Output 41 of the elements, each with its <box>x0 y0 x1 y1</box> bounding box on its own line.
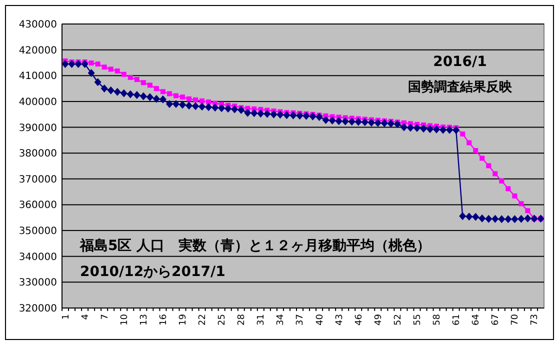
x-tick-label: 19 <box>178 314 188 326</box>
y-tick-label: 370000 <box>18 174 57 186</box>
x-tick-label: 34 <box>276 314 286 326</box>
y-tick-label: 380000 <box>18 148 57 160</box>
y-tick-label: 320000 <box>18 304 57 314</box>
x-tick-label: 64 <box>472 314 482 326</box>
annotation: 2010/12から2017/1 <box>80 264 226 280</box>
y-tick-label: 390000 <box>18 122 57 134</box>
x-tick-label: 28 <box>237 314 248 326</box>
x-tick-label: 73 <box>530 314 540 326</box>
y-tick-label: 330000 <box>18 278 57 289</box>
y-tick-label: 430000 <box>18 20 57 30</box>
x-tick-label: 31 <box>256 314 267 326</box>
x-tick-label: 1 <box>61 314 72 320</box>
y-tick-label: 400000 <box>18 96 57 108</box>
x-tick-label: 37 <box>296 314 306 326</box>
x-tick-label: 25 <box>218 314 228 326</box>
x-tick-label: 4 <box>80 314 91 320</box>
x-tick-label: 43 <box>334 314 345 326</box>
x-tick-label: 52 <box>393 314 404 326</box>
x-tick-label: 46 <box>354 314 364 326</box>
x-tick-label: 40 <box>315 314 326 326</box>
y-tick-label: 340000 <box>18 252 57 263</box>
x-tick-label: 16 <box>158 314 169 326</box>
x-tick-label: 49 <box>374 314 384 326</box>
annotation: 福島5区 人口 実数（青）と１２ヶ月移動平均（桃色） <box>79 237 431 254</box>
x-tick-label: 61 <box>452 314 462 326</box>
x-tick-label: 10 <box>120 314 130 326</box>
x-tick-label: 22 <box>198 314 208 326</box>
y-tick-label: 350000 <box>18 226 57 238</box>
x-tick-label: 67 <box>491 314 502 326</box>
y-tick-label: 410000 <box>18 71 57 82</box>
x-tick-label: 70 <box>510 314 521 326</box>
y-tick-label: 360000 <box>18 200 57 212</box>
x-tick-label: 55 <box>412 314 423 326</box>
annotation: 国勢調査結果反映 <box>408 79 513 95</box>
x-tick-label: 7 <box>100 314 110 320</box>
x-tick-label: 58 <box>432 314 443 326</box>
x-tick-label: 13 <box>139 314 150 326</box>
y-tick-label: 420000 <box>18 45 57 56</box>
annotation: 2016/1 <box>433 54 487 70</box>
